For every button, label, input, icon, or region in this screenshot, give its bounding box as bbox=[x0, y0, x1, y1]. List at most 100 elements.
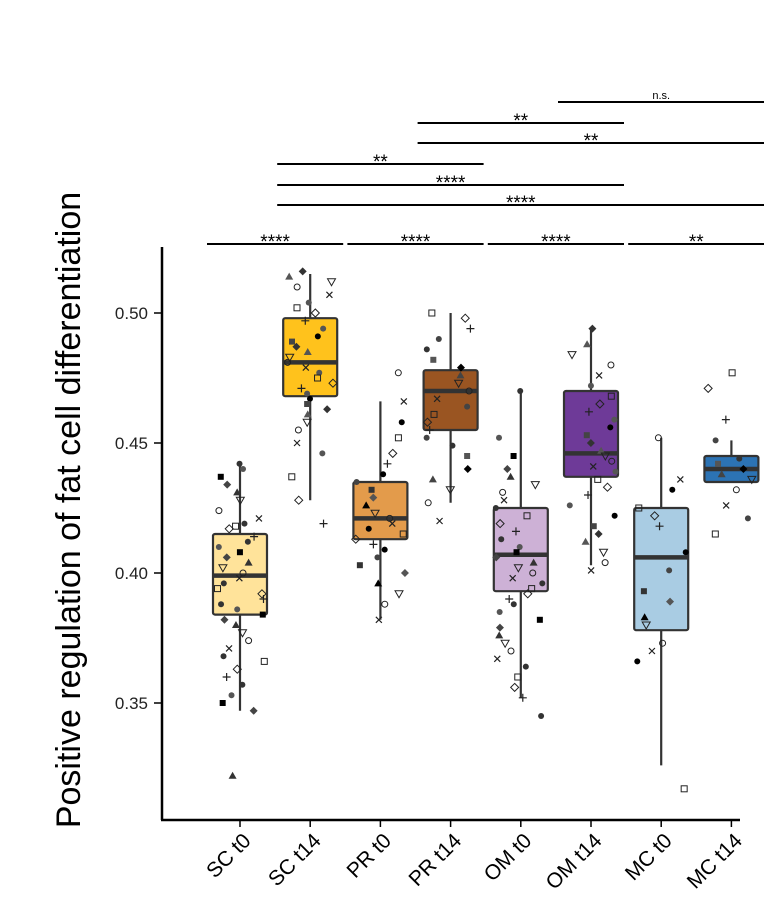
data-point bbox=[293, 283, 301, 291]
boxplot bbox=[211, 463, 269, 711]
data-point bbox=[717, 470, 726, 478]
data-point bbox=[232, 664, 242, 674]
data-point bbox=[495, 623, 504, 632]
data-point bbox=[245, 637, 253, 645]
box bbox=[352, 480, 409, 541]
data-point bbox=[224, 524, 234, 534]
data-point bbox=[635, 504, 643, 512]
data-point bbox=[394, 590, 404, 599]
data-point bbox=[711, 530, 719, 538]
data-point bbox=[428, 475, 437, 483]
data-point bbox=[381, 600, 389, 608]
data-point bbox=[510, 601, 517, 608]
data-point bbox=[249, 706, 258, 715]
data-point bbox=[511, 527, 520, 536]
data-point bbox=[509, 574, 517, 582]
data-point bbox=[503, 465, 512, 473]
data-point bbox=[370, 509, 380, 519]
data-point bbox=[608, 457, 616, 465]
data-point bbox=[298, 267, 307, 276]
data-point bbox=[517, 388, 524, 394]
data-point bbox=[351, 534, 361, 544]
data-point bbox=[430, 410, 438, 418]
data-point bbox=[507, 647, 515, 655]
data-point bbox=[316, 369, 323, 376]
data-point bbox=[528, 585, 536, 593]
data-point bbox=[241, 520, 248, 527]
data-point bbox=[509, 682, 520, 693]
data-point bbox=[428, 309, 436, 317]
significance-label: **** bbox=[506, 193, 536, 214]
data-point bbox=[598, 548, 609, 558]
data-point bbox=[381, 546, 388, 553]
boxplot bbox=[562, 328, 620, 566]
data-point bbox=[607, 361, 615, 369]
data-point bbox=[445, 486, 456, 495]
data-point bbox=[464, 403, 471, 410]
data-point bbox=[219, 700, 226, 706]
data-point bbox=[530, 481, 541, 490]
data-point bbox=[362, 501, 371, 509]
data-point bbox=[326, 278, 337, 287]
x-categories: SC t0 SC t14 PR t0 PR t14 OM t0 OM t14 MC t0 MC… bbox=[202, 820, 747, 894]
data-point bbox=[260, 657, 268, 665]
data-point bbox=[589, 462, 597, 470]
data-point bbox=[235, 496, 246, 506]
data-point bbox=[449, 442, 456, 449]
data-point bbox=[523, 512, 531, 520]
data-point bbox=[383, 459, 392, 468]
data-point bbox=[422, 417, 433, 427]
data-point bbox=[648, 647, 656, 655]
data-point bbox=[220, 580, 227, 587]
significance-label: **** bbox=[436, 173, 466, 194]
data-point bbox=[394, 434, 402, 442]
y-tick-label: 0.45 bbox=[115, 434, 148, 453]
y-tick-label: 0.35 bbox=[115, 694, 148, 713]
y-tick-label: 0.40 bbox=[115, 564, 148, 583]
data-point bbox=[294, 426, 302, 434]
data-point bbox=[634, 658, 641, 665]
data-point bbox=[319, 519, 328, 528]
data-point bbox=[583, 340, 592, 348]
significance-label: ** bbox=[373, 152, 388, 173]
data-point bbox=[666, 597, 675, 606]
data-point bbox=[732, 486, 740, 494]
data-point bbox=[293, 439, 301, 447]
data-point bbox=[669, 486, 676, 493]
data-point bbox=[495, 518, 505, 529]
data-point bbox=[388, 520, 396, 528]
data-point bbox=[712, 437, 719, 444]
data-point bbox=[492, 553, 501, 562]
data-point bbox=[399, 530, 407, 538]
data-point bbox=[514, 673, 522, 681]
data-point bbox=[215, 507, 223, 515]
data-point bbox=[495, 631, 504, 639]
data-point bbox=[500, 639, 510, 649]
x-category-label: MC t0 bbox=[621, 829, 677, 885]
data-point bbox=[492, 505, 499, 511]
data-point bbox=[721, 415, 730, 424]
data-point bbox=[680, 785, 688, 793]
data-point bbox=[218, 601, 225, 608]
data-point bbox=[611, 512, 618, 519]
data-point bbox=[607, 392, 615, 400]
data-point bbox=[456, 371, 465, 379]
data-point bbox=[250, 532, 259, 541]
data-point bbox=[736, 455, 743, 462]
data-point bbox=[228, 692, 235, 699]
data-point bbox=[297, 384, 306, 393]
data-point bbox=[435, 336, 442, 342]
data-point bbox=[513, 564, 524, 573]
data-point bbox=[529, 569, 537, 577]
data-point bbox=[641, 621, 652, 631]
data-point bbox=[220, 615, 229, 624]
data-point bbox=[284, 358, 292, 366]
data-point bbox=[600, 452, 611, 462]
data-point bbox=[292, 342, 301, 351]
data-point bbox=[240, 466, 247, 472]
data-point bbox=[310, 308, 321, 318]
data-point bbox=[257, 589, 267, 599]
data-point bbox=[325, 291, 333, 299]
data-point bbox=[505, 595, 514, 603]
